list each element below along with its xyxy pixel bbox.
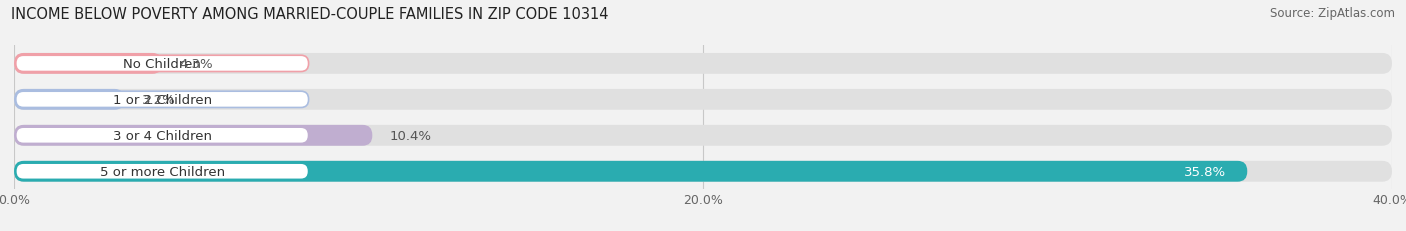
FancyBboxPatch shape xyxy=(14,54,162,74)
FancyBboxPatch shape xyxy=(14,125,1392,146)
Text: 10.4%: 10.4% xyxy=(389,129,432,142)
Text: Source: ZipAtlas.com: Source: ZipAtlas.com xyxy=(1270,7,1395,20)
FancyBboxPatch shape xyxy=(14,161,1392,182)
Text: 3.2%: 3.2% xyxy=(142,93,176,106)
FancyBboxPatch shape xyxy=(14,90,124,110)
Text: 5 or more Children: 5 or more Children xyxy=(100,165,225,178)
FancyBboxPatch shape xyxy=(15,56,308,72)
FancyBboxPatch shape xyxy=(14,161,1247,182)
Text: No Children: No Children xyxy=(124,58,201,71)
FancyBboxPatch shape xyxy=(15,92,308,108)
Text: 35.8%: 35.8% xyxy=(1184,165,1226,178)
FancyBboxPatch shape xyxy=(14,54,1392,74)
FancyBboxPatch shape xyxy=(15,163,308,180)
Text: 3 or 4 Children: 3 or 4 Children xyxy=(112,129,212,142)
FancyBboxPatch shape xyxy=(14,125,373,146)
FancyBboxPatch shape xyxy=(14,90,1392,110)
Text: 4.3%: 4.3% xyxy=(180,58,214,71)
Text: INCOME BELOW POVERTY AMONG MARRIED-COUPLE FAMILIES IN ZIP CODE 10314: INCOME BELOW POVERTY AMONG MARRIED-COUPL… xyxy=(11,7,609,22)
FancyBboxPatch shape xyxy=(15,128,308,144)
Text: 1 or 2 Children: 1 or 2 Children xyxy=(112,93,212,106)
